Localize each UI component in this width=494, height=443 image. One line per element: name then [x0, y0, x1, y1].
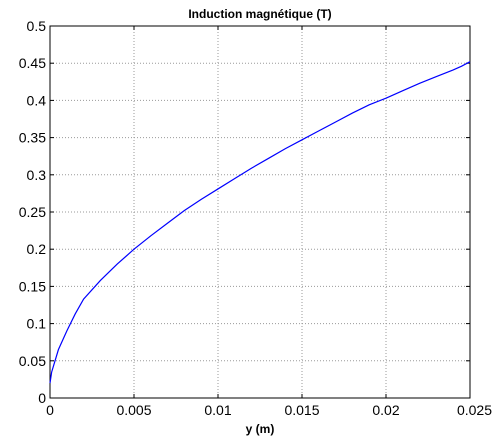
y-tick-label: 0.1 — [27, 316, 47, 332]
chart-title: Induction magnétique (T) — [188, 7, 331, 21]
x-axis-label: y (m) — [246, 422, 275, 436]
grid-lines — [50, 26, 470, 398]
y-tick-label: 0.5 — [27, 18, 47, 34]
y-tick-label: 0.25 — [19, 204, 46, 220]
series-line — [49, 61, 471, 384]
y-tick-label: 0.3 — [27, 167, 47, 183]
x-tick-label: 0.025 — [457, 402, 492, 418]
y-tick-labels: 0 0.05 0.1 0.15 0.2 0.25 0.3 0.35 0.4 0.45 0.5 — [19, 18, 46, 406]
y-tick-label: 0.4 — [27, 92, 47, 108]
x-tick-label: 0.005 — [116, 402, 151, 418]
y-tick-label: 0.15 — [19, 278, 46, 294]
x-tick-labels: 0 0.005 0.01 0.015 0.02 0.025 — [46, 402, 492, 418]
axis-ticks — [49, 25, 471, 399]
x-tick-label: 0.01 — [204, 402, 231, 418]
x-tick-label: 0 — [46, 402, 54, 418]
y-tick-label: 0.05 — [19, 353, 46, 369]
x-tick-label: 0.015 — [284, 402, 319, 418]
y-tick-label: 0.2 — [27, 241, 47, 257]
x-tick-label: 0.02 — [372, 402, 399, 418]
y-tick-label: 0 — [38, 390, 46, 406]
y-tick-label: 0.35 — [19, 130, 46, 146]
y-tick-label: 0.45 — [19, 55, 46, 71]
